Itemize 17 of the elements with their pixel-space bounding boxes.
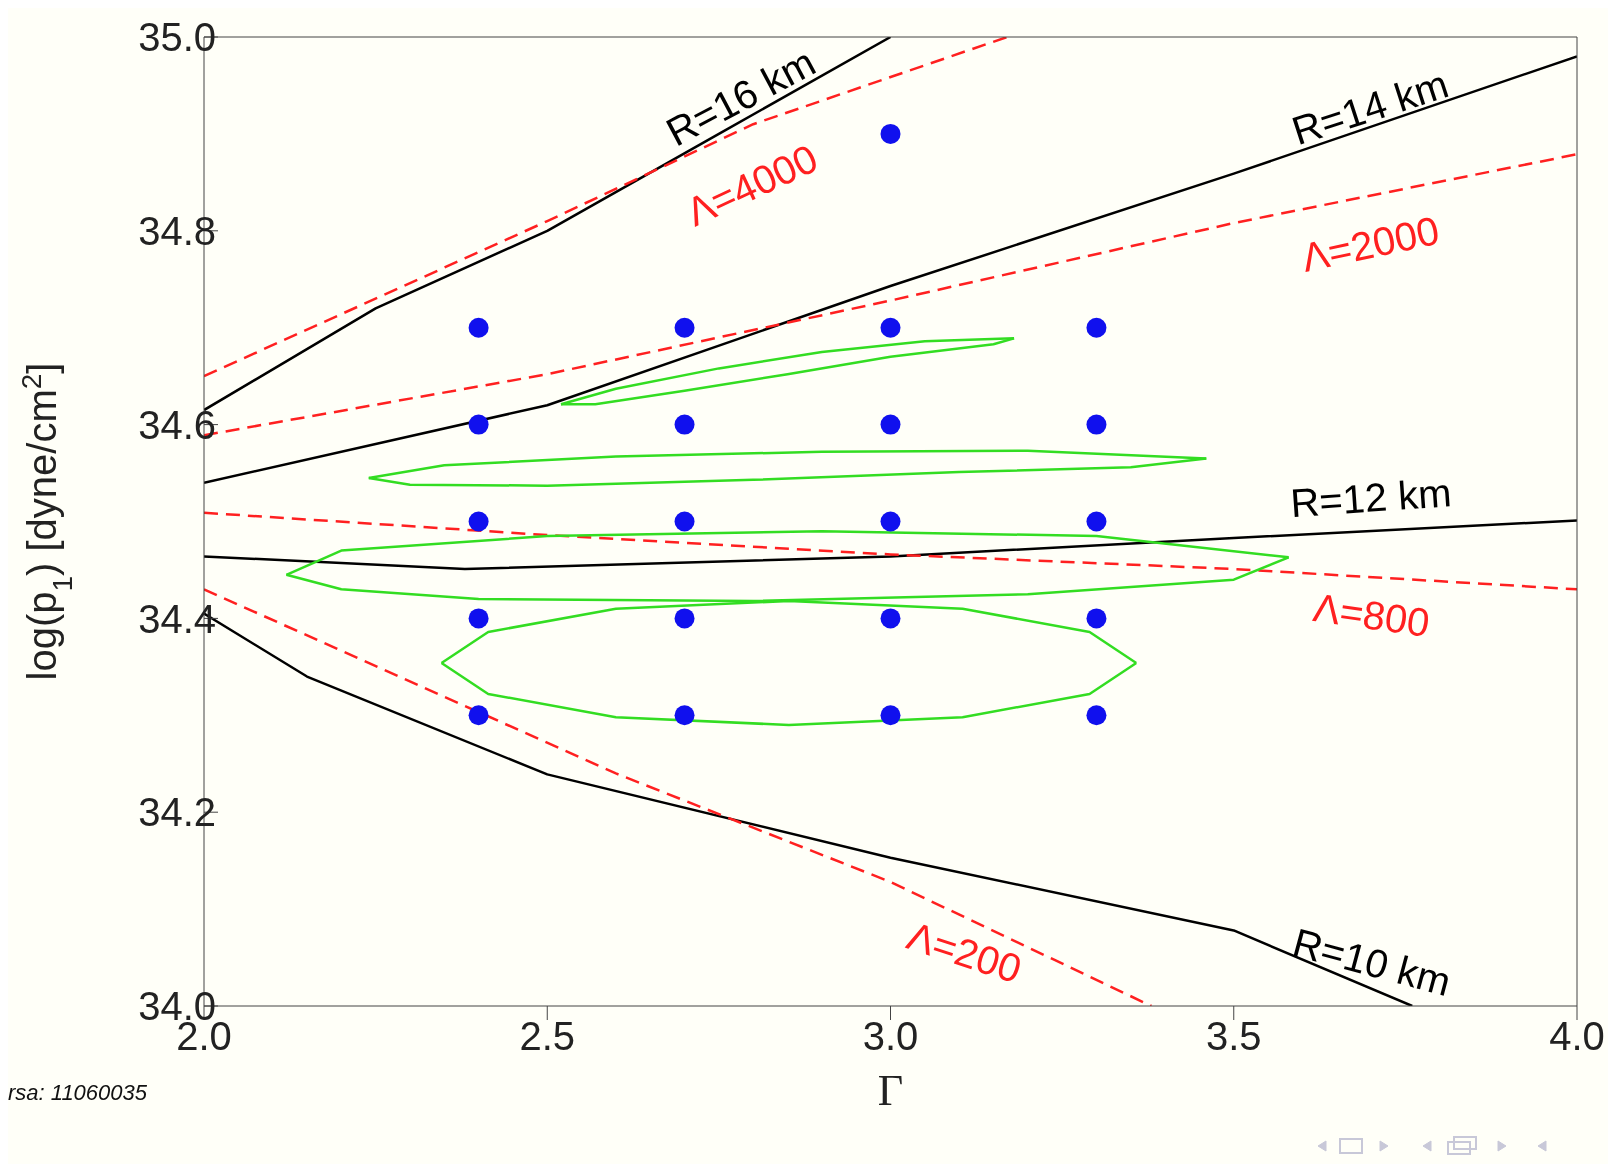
text: Λ=200 [901,913,1027,992]
y-tick-label: 34.6 [138,402,216,447]
y-tick-label: 34.8 [138,209,216,253]
x-tick-label: 4.0 [1549,1014,1605,1059]
text: Λ=2000 [1297,207,1443,280]
x-tick-label: 3.5 [1205,1014,1262,1059]
text: Λ=800 [1310,585,1433,645]
x-tick-label: 3.0 [862,1014,919,1059]
x-axis-title: Γ [877,1066,904,1116]
text: R=14 km [1286,61,1454,154]
series-label: R=12 km [1288,470,1453,526]
y-tick-label: 35.0 [138,15,216,60]
x-tick-label: 2.5 [519,1014,576,1059]
text: R=10 km [1288,919,1456,1005]
y-tick-label: 34.4 [138,596,216,641]
text: rsa: 11060035 [8,1080,148,1106]
y-tick-label: 34.2 [138,790,216,835]
